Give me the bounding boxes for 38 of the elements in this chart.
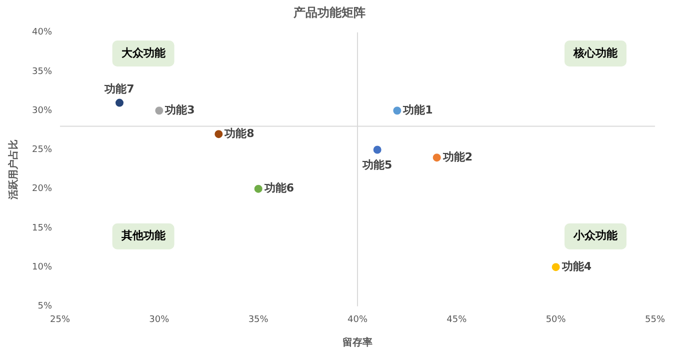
x-axis-title: 留存率 bbox=[342, 336, 372, 349]
annotation: 小众功能 bbox=[572, 229, 618, 242]
point bbox=[393, 106, 402, 115]
series-label: 功能3 bbox=[164, 103, 195, 116]
y-tick-label: 10% bbox=[32, 262, 52, 272]
x-tick-label: 25% bbox=[50, 314, 70, 325]
point bbox=[432, 154, 441, 162]
point bbox=[116, 98, 124, 107]
x-tick-label: 35% bbox=[248, 314, 269, 325]
annotation: 核心功能 bbox=[572, 46, 618, 60]
y-axis-title: 活跃用户占比 bbox=[8, 139, 20, 200]
y-tick-label: 20% bbox=[32, 184, 52, 194]
point bbox=[373, 146, 382, 154]
series-label: 功能8 bbox=[224, 126, 254, 140]
series-label: 功能4 bbox=[560, 260, 592, 273]
series-label: 功能5 bbox=[362, 158, 392, 172]
y-tick-label: 40% bbox=[32, 28, 52, 38]
y-tick-label: 15% bbox=[32, 223, 52, 234]
annotation: 其他功能 bbox=[120, 229, 166, 242]
point bbox=[214, 130, 223, 138]
chart-title: 产品功能矩阵 bbox=[292, 5, 366, 20]
x-tick-label: 50% bbox=[546, 314, 566, 325]
y-tick-label: 30% bbox=[32, 106, 52, 116]
series-label: 功能6 bbox=[263, 182, 294, 195]
y-tick-label: 25% bbox=[32, 145, 52, 156]
x-tick-label: 40% bbox=[347, 314, 368, 325]
y-tick-label: 5% bbox=[38, 302, 52, 312]
series-label: 功能1 bbox=[402, 103, 433, 116]
point bbox=[254, 184, 262, 193]
x-tick-label: 45% bbox=[446, 314, 468, 325]
y-tick-label: 35% bbox=[32, 66, 52, 77]
x-tick-label: 55% bbox=[644, 314, 666, 325]
annotation: 大众功能 bbox=[121, 46, 166, 60]
x-tick-label: 30% bbox=[149, 314, 170, 325]
series-label: 功能7 bbox=[104, 82, 134, 96]
point bbox=[552, 263, 560, 272]
series-label: 功能2 bbox=[442, 150, 472, 164]
point bbox=[155, 106, 164, 115]
